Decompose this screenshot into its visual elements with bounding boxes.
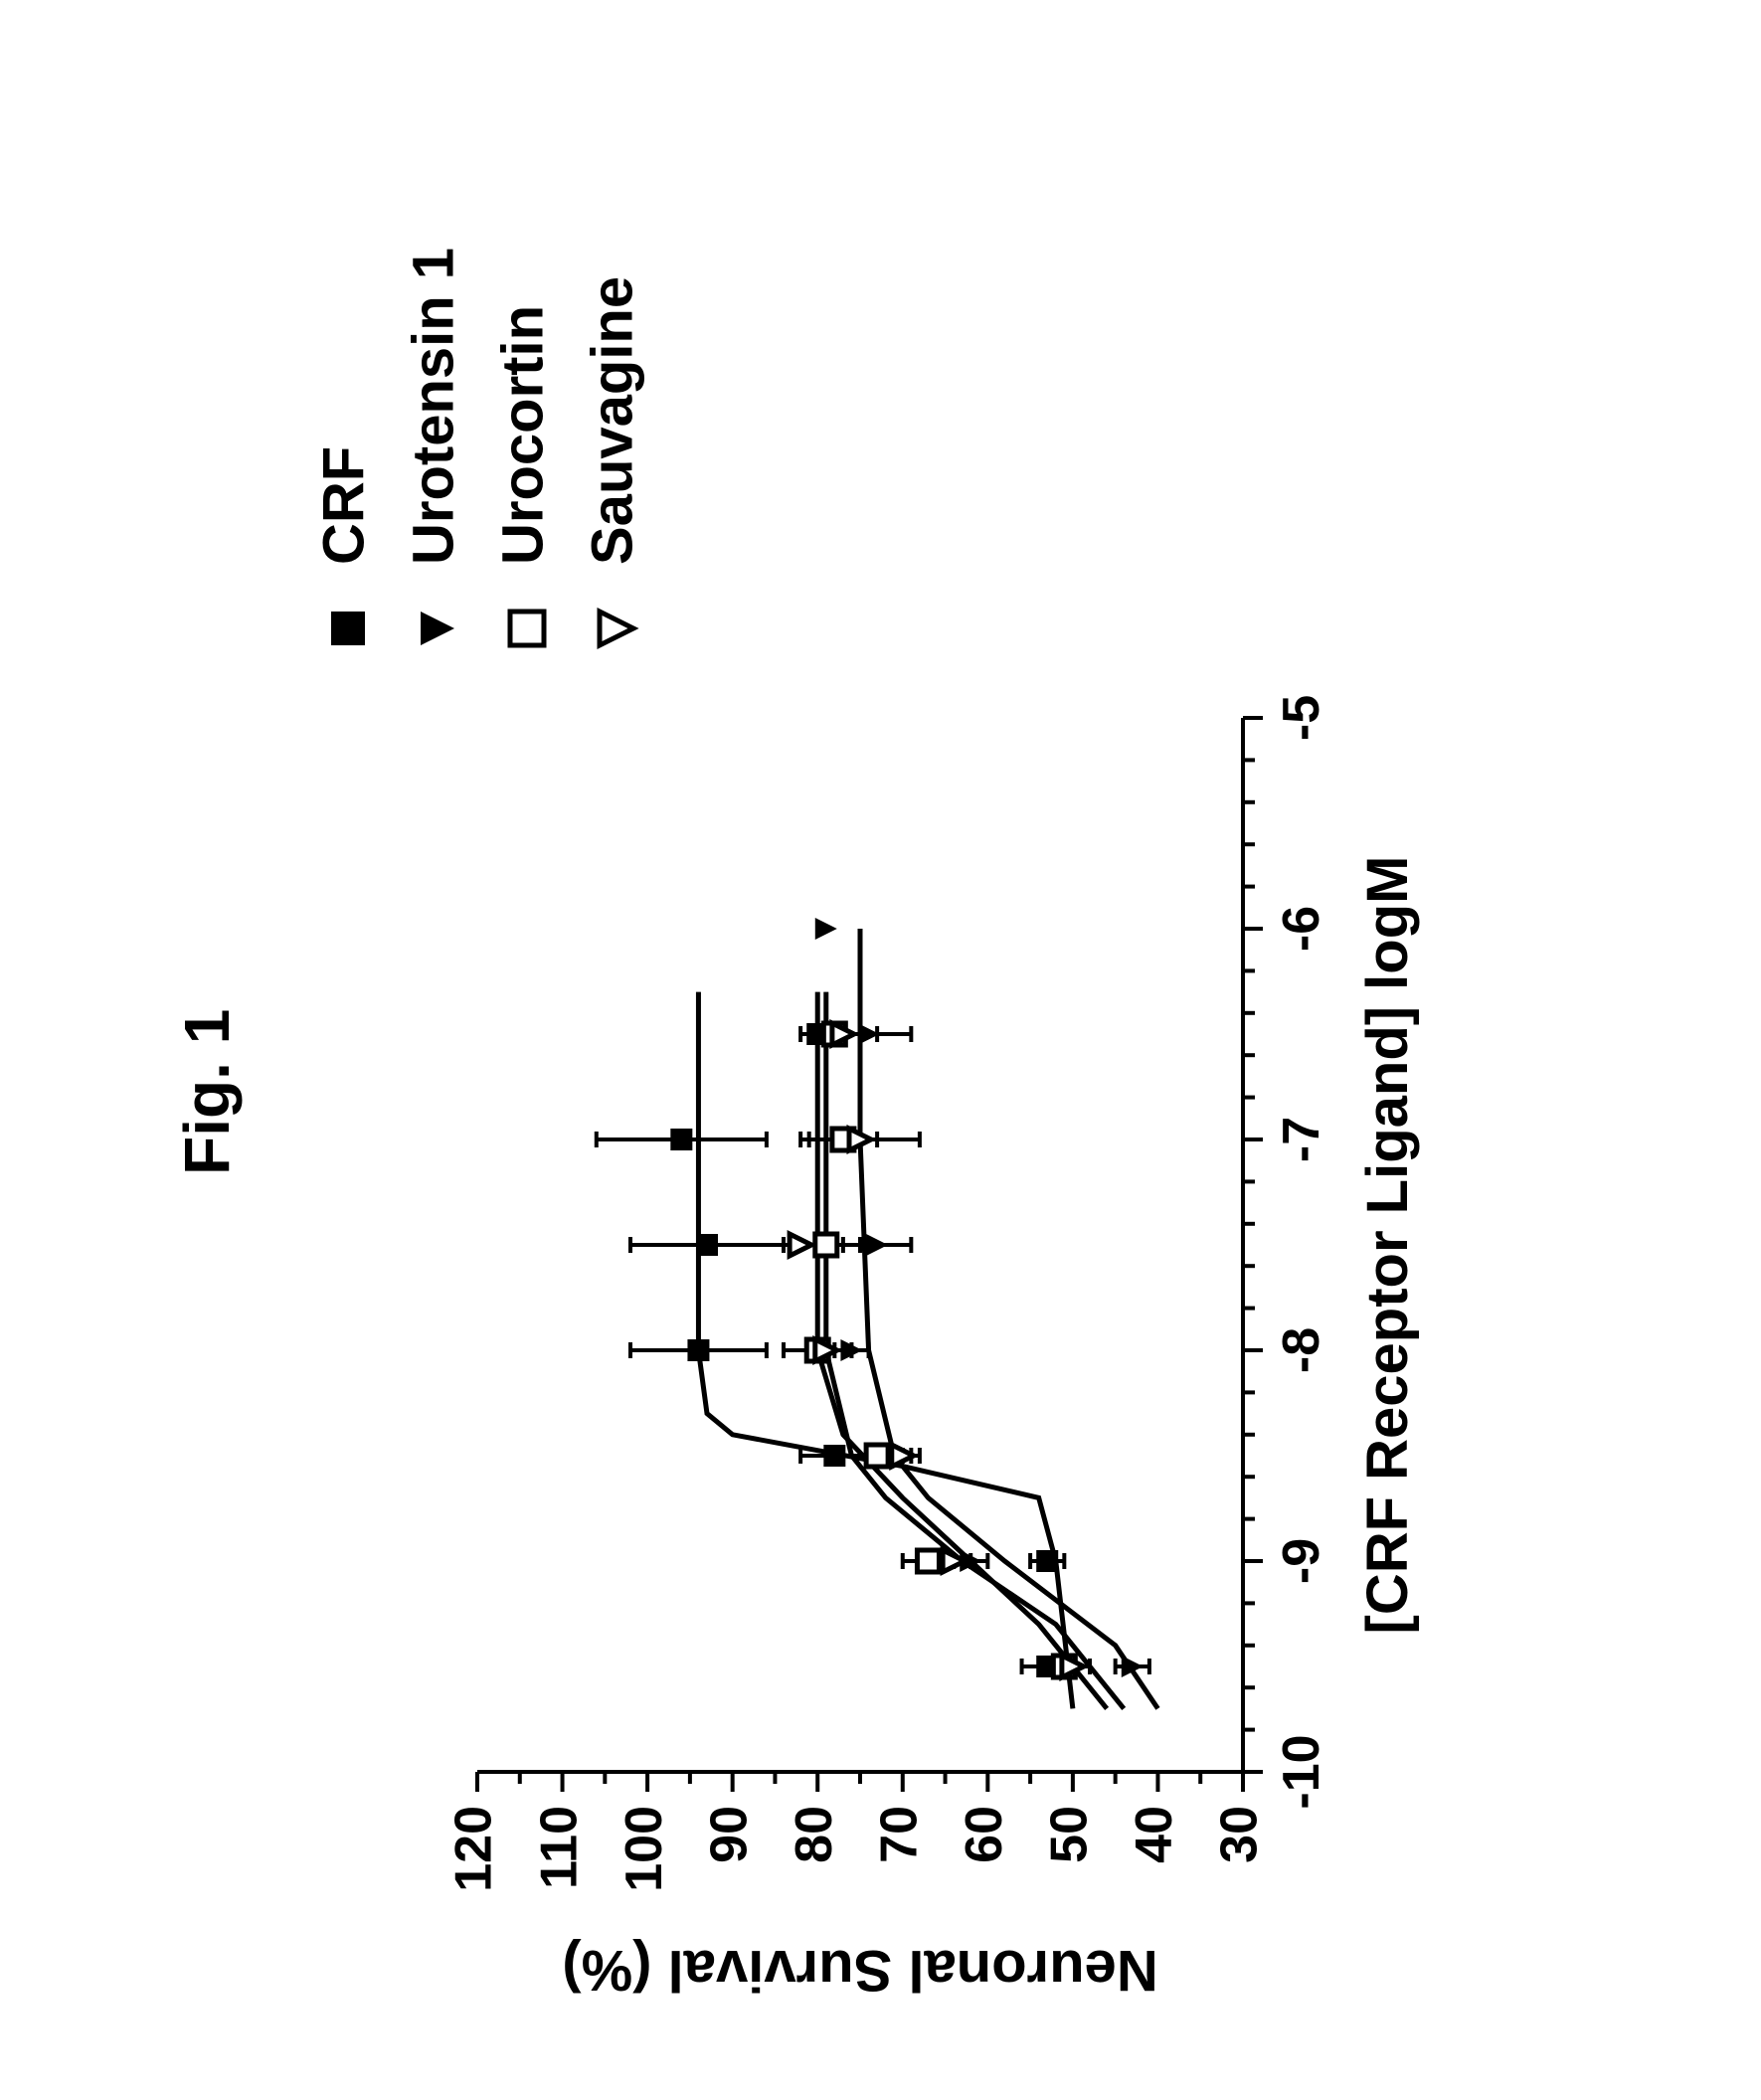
svg-text:[CRF Receptor Ligand] logM: [CRF Receptor Ligand] logM bbox=[1355, 856, 1420, 1635]
svg-text:CRF: CRF bbox=[311, 446, 376, 565]
svg-text:100: 100 bbox=[616, 1806, 673, 1892]
svg-text:120: 120 bbox=[445, 1806, 503, 1892]
chart-container: Fig. 1 30 40 50 60 70 80 90 100 110 120 -10 -9 -8 -7 -6… bbox=[0, 0, 1761, 2100]
svg-text:-8: -8 bbox=[1273, 1327, 1330, 1373]
svg-text:80: 80 bbox=[786, 1806, 843, 1863]
svg-text:Urocortin: Urocortin bbox=[490, 305, 555, 565]
svg-text:Neuronal Survival (%): Neuronal Survival (%) bbox=[562, 1938, 1157, 2003]
svg-text:-9: -9 bbox=[1273, 1538, 1330, 1584]
svg-text:90: 90 bbox=[700, 1806, 758, 1863]
svg-text:50: 50 bbox=[1041, 1806, 1099, 1863]
svg-text:30: 30 bbox=[1211, 1806, 1269, 1863]
svg-text:Fig. 1: Fig. 1 bbox=[171, 1009, 243, 1175]
svg-text:Sauvagine: Sauvagine bbox=[580, 276, 644, 565]
survival-chart: Fig. 1 30 40 50 60 70 80 90 100 110 120 -10 -9 -8 -7 -6… bbox=[0, 0, 1761, 2100]
svg-text:-10: -10 bbox=[1273, 1734, 1330, 1809]
svg-text:60: 60 bbox=[956, 1806, 1013, 1863]
svg-text:Urotensin 1: Urotensin 1 bbox=[401, 248, 465, 565]
svg-text:-7: -7 bbox=[1273, 1117, 1330, 1162]
svg-text:-5: -5 bbox=[1273, 695, 1330, 741]
svg-text:-6: -6 bbox=[1273, 906, 1330, 952]
svg-text:40: 40 bbox=[1126, 1806, 1183, 1863]
svg-text:70: 70 bbox=[871, 1806, 929, 1863]
svg-text:110: 110 bbox=[530, 1806, 588, 1889]
